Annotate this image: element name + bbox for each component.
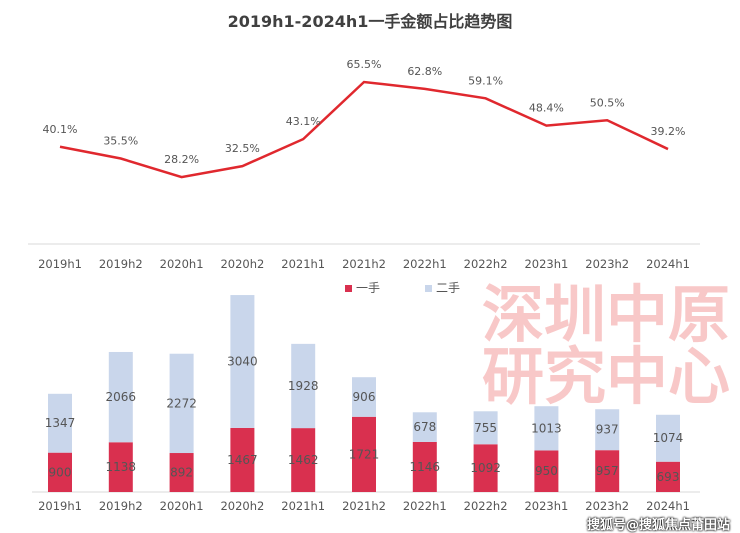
bar-label-first-hand: 900 <box>49 465 72 479</box>
bar-x-tick-label: 2023h1 <box>524 499 568 513</box>
bar-first-hand <box>595 450 620 492</box>
line-x-tick-label: 2021h2 <box>342 257 386 271</box>
line-data-label: 32.5% <box>225 142 260 155</box>
bar-label-first-hand: 1467 <box>227 453 258 467</box>
legend-item-first-hand: 一手 <box>345 279 380 296</box>
bar-label-second-hand: 755 <box>474 421 497 435</box>
line-x-tick-label: 2019h2 <box>99 257 143 271</box>
line-x-tick-label: 2023h1 <box>524 257 568 271</box>
bar-second-hand <box>230 295 255 428</box>
line-series <box>59 80 669 179</box>
line-x-tick-label: 2021h1 <box>281 257 325 271</box>
bar-x-tick-label: 2023h2 <box>585 499 629 513</box>
line-x-tick-label: 2020h1 <box>160 257 204 271</box>
line-data-label: 43.1% <box>286 115 321 128</box>
bar-x-tick-label: 2024h1 <box>646 499 690 513</box>
bar-x-tick-label: 2020h2 <box>220 499 264 513</box>
line-data-label: 48.4% <box>529 102 564 115</box>
bar-label-first-hand: 957 <box>596 464 619 478</box>
bar-label-first-hand: 1462 <box>288 453 319 467</box>
chart-title: 2019h1-2024h1一手金额占比趋势图 <box>227 12 513 31</box>
bar-label-first-hand: 1721 <box>349 447 380 461</box>
watermark-line1: 深圳中原 <box>482 278 731 351</box>
bar-second-hand <box>169 353 194 454</box>
bar-label-second-hand: 1347 <box>45 416 76 430</box>
line-data-label: 59.1% <box>468 74 503 87</box>
bar-second-hand <box>656 414 680 462</box>
bar-first-hand <box>656 461 680 492</box>
bar-label-second-hand: 1013 <box>531 421 562 435</box>
bar-second-hand <box>291 343 316 429</box>
bar-first-hand <box>352 416 376 492</box>
bar-x-tick-label: 2021h2 <box>342 499 386 513</box>
bar-label-second-hand: 1928 <box>288 379 319 393</box>
bar-label-second-hand: 2066 <box>106 390 137 404</box>
bar-x-tick-label: 2020h1 <box>160 499 204 513</box>
bar-second-hand <box>48 393 72 453</box>
bar-second-hand <box>534 406 559 451</box>
bar-second-hand <box>473 411 498 445</box>
bar-first-hand <box>534 450 559 492</box>
bar-second-hand <box>352 377 376 417</box>
source-watermark: 搜狐号@搜狐焦点莆田站 <box>586 518 730 533</box>
bar-label-second-hand: 678 <box>413 420 436 434</box>
line-x-tick-label: 2023h2 <box>585 257 629 271</box>
bar-x-tick-label: 2019h2 <box>99 499 143 513</box>
bar-x-tick-label: 2021h1 <box>281 499 325 513</box>
line-data-label: 65.5% <box>347 58 382 71</box>
bar-first-hand <box>291 428 316 492</box>
legend-label: 二手 <box>436 281 461 295</box>
line-data-label: 35.5% <box>103 135 138 148</box>
bar-label-second-hand: 937 <box>596 423 619 437</box>
bar-label-second-hand: 906 <box>353 390 376 404</box>
bar-label-first-hand: 950 <box>535 464 558 478</box>
line-data-label: 50.5% <box>590 96 625 109</box>
bar-label-first-hand: 1138 <box>106 460 137 474</box>
bar-label-second-hand: 2272 <box>166 396 197 410</box>
bar-first-hand <box>108 442 133 492</box>
line-x-tick-label: 2022h2 <box>464 257 508 271</box>
line-data-label: 39.2% <box>651 125 686 138</box>
line-x-tick-label: 2024h1 <box>646 257 690 271</box>
bar-first-hand <box>473 444 498 492</box>
bar-label-first-hand: 1146 <box>410 460 441 474</box>
bar-label-first-hand: 1092 <box>470 461 501 475</box>
bar-first-hand <box>230 427 255 492</box>
bar-first-hand <box>169 453 194 492</box>
bar-second-hand <box>412 412 437 442</box>
bar-second-hand <box>595 409 620 451</box>
line-x-tick-label: 2020h2 <box>220 257 264 271</box>
bar-x-tick-label: 2019h1 <box>38 499 82 513</box>
legend-swatch-first-hand <box>345 285 352 292</box>
bar-label-first-hand: 892 <box>170 466 193 480</box>
watermark-line2: 研究中心 <box>482 340 731 413</box>
bar-label-first-hand: 693 <box>657 470 680 484</box>
bar-x-tick-label: 2022h1 <box>403 499 447 513</box>
bar-second-hand <box>108 351 133 443</box>
line-x-tick-label: 2022h1 <box>403 257 447 271</box>
line-data-label: 40.1% <box>43 123 78 136</box>
line-data-label: 62.8% <box>407 65 442 78</box>
legend-item-second-hand: 二手 <box>425 279 460 296</box>
legend-label: 一手 <box>356 281 381 295</box>
bar-x-tick-label: 2022h2 <box>464 499 508 513</box>
bar-label-second-hand: 1074 <box>653 431 684 445</box>
line-x-tick-label: 2019h1 <box>38 257 82 271</box>
legend-swatch-second-hand <box>425 285 432 292</box>
line-data-label: 28.2% <box>164 153 199 166</box>
bar-first-hand <box>412 441 437 492</box>
bar-label-second-hand: 3040 <box>227 354 258 368</box>
bar-first-hand <box>48 452 72 492</box>
